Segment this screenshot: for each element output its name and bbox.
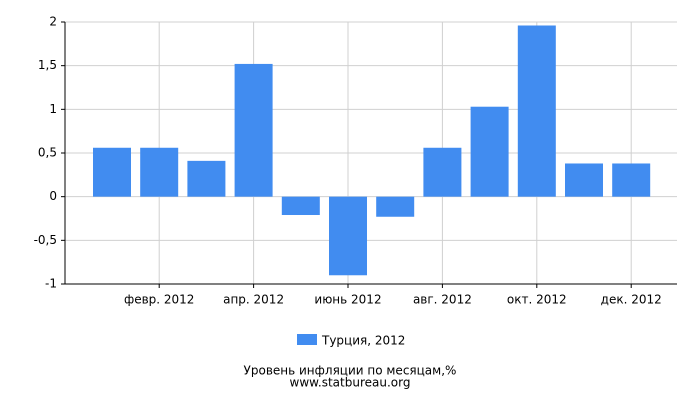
x-tick-label: дек. 2012	[601, 293, 662, 307]
bar	[187, 160, 226, 197]
y-tick-label: 1,5	[38, 58, 57, 72]
chart-subtitle: www.statbureau.org	[290, 376, 411, 390]
y-tick-label: 0,5	[38, 146, 57, 160]
x-tick-label: окт. 2012	[507, 293, 567, 307]
bar	[423, 147, 462, 197]
y-tick-label: 1	[49, 102, 57, 116]
x-tick-label: апр. 2012	[223, 293, 284, 307]
y-tick-label: -1	[45, 277, 57, 291]
bar	[376, 196, 415, 217]
bar	[329, 196, 367, 276]
y-tick-label: -0,5	[34, 233, 57, 247]
legend-swatch	[297, 334, 317, 345]
y-tick-label: 0	[49, 189, 57, 203]
bar	[281, 196, 320, 216]
y-tick-label: 2	[49, 15, 57, 29]
chart-title: Уровень инфляции по месяцам,%	[244, 364, 457, 378]
bar	[140, 147, 179, 197]
x-tick-label: авг. 2012	[413, 293, 472, 307]
x-tick-label: февр. 2012	[124, 293, 195, 307]
bar	[470, 106, 509, 197]
bar	[612, 163, 651, 197]
x-tick-label: июнь 2012	[314, 293, 381, 307]
bar	[234, 63, 273, 197]
legend-label: Турция, 2012	[321, 334, 405, 348]
bar	[565, 163, 603, 197]
bar	[517, 25, 556, 197]
bar	[93, 147, 131, 197]
